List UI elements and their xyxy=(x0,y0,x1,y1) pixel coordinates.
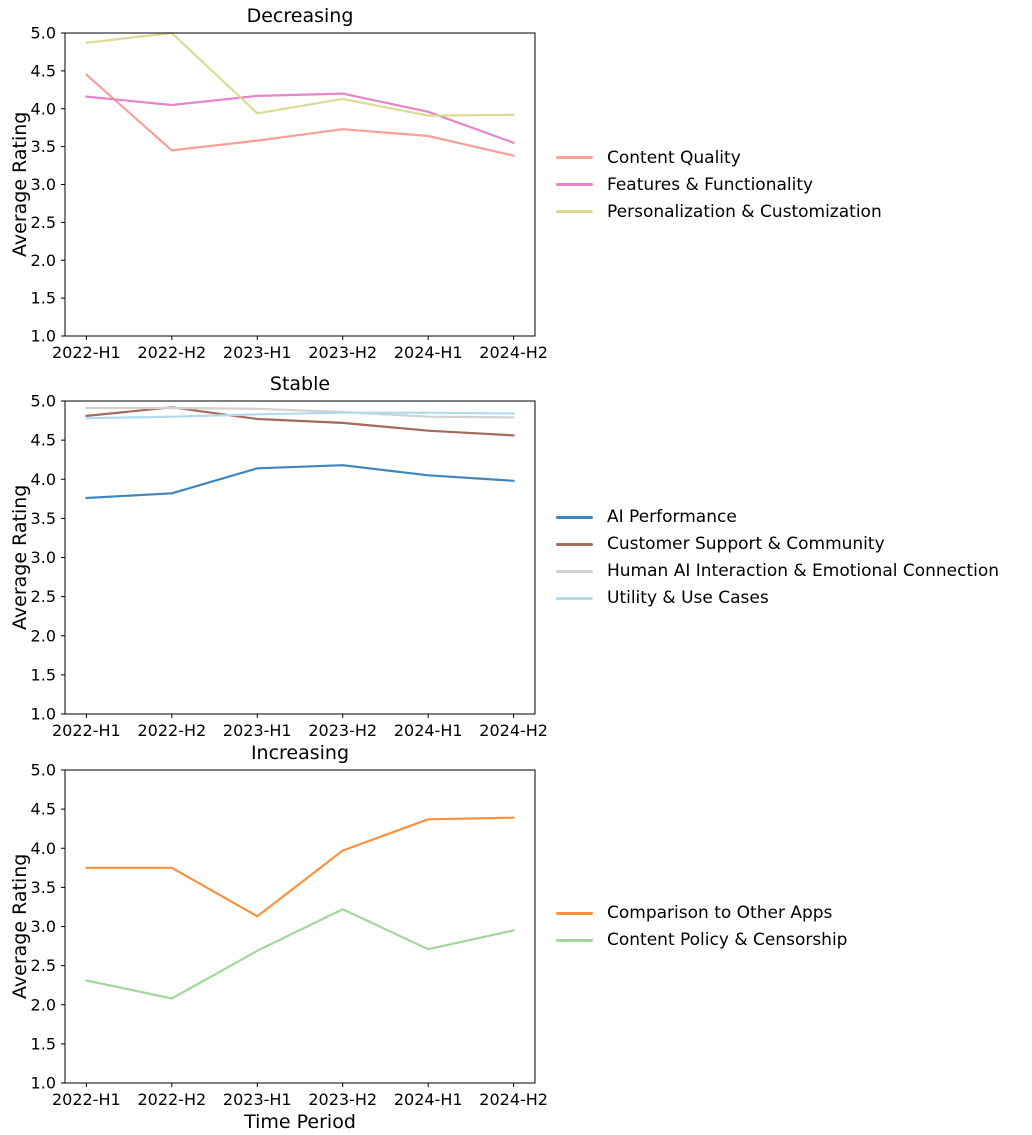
y-axis-tick-label: 4.0 xyxy=(31,470,56,489)
y-axis-tick-label: 3.0 xyxy=(31,917,56,936)
legend-item-content-policy-censorship: Content Policy & Censorship xyxy=(556,927,847,954)
y-axis-tick-label: 4.0 xyxy=(31,99,56,118)
legend-item-comparison-to-other-apps: Comparison to Other Apps xyxy=(556,900,847,927)
legend-swatch-human-ai-interaction-emotional-connection xyxy=(556,569,593,573)
legend-increasing: Comparison to Other Apps Content Policy &… xyxy=(556,900,847,954)
axes-border xyxy=(64,400,536,715)
y-axis-tick-label: 3.5 xyxy=(31,878,56,897)
y-axis-tick-label: 2.5 xyxy=(31,956,56,975)
y-axis-tick-label: 5.0 xyxy=(31,24,56,43)
y-axis-tick-label: 1.0 xyxy=(31,327,56,346)
legend-label: AI Performance xyxy=(607,507,737,527)
legend-label: Content Quality xyxy=(607,147,741,168)
legend-swatch-utility-use-cases xyxy=(556,596,593,600)
x-axis-tick-label: 2024-H1 xyxy=(394,343,463,362)
series-line-content-quality xyxy=(85,73,515,157)
y-axis-tick-label: 2.5 xyxy=(31,587,56,606)
chart-section-increasing: Increasing Average Rating 5.0 4.5 4.0 3.5 3.… xyxy=(0,737,1032,1135)
y-axis-tick-label: 4.5 xyxy=(31,431,56,450)
legend-label: Features & Functionality xyxy=(607,174,814,195)
chart-section-stable: Stable Average Rating 5.0 4.5 4.0 3.5 3.0 2.5… xyxy=(0,368,1032,740)
x-axis-tick-label: 2023-H2 xyxy=(308,1090,377,1109)
chart-title: Increasing xyxy=(250,742,350,764)
y-axis-tick-label: 3.0 xyxy=(31,175,56,194)
legend-label: Content Policy & Censorship xyxy=(607,930,848,950)
y-axis-tick-label: 2.0 xyxy=(31,251,56,270)
series-line-utility-use-cases xyxy=(85,411,515,420)
x-axis-tick-label: 2024-H1 xyxy=(394,1090,463,1109)
y-axis-tick-label: 3.5 xyxy=(31,137,56,156)
x-axis-tick-label: 2024-H2 xyxy=(479,721,548,740)
legend-stable: AI Performance Customer Support & Communi… xyxy=(556,504,999,612)
axes-border xyxy=(64,769,536,1084)
x-axis-tick-label: 2022-H1 xyxy=(52,343,121,362)
x-axis-tick-label: 2023-H1 xyxy=(223,721,292,740)
legend-swatch-content-policy-censorship xyxy=(556,938,593,942)
chart-title: Stable xyxy=(269,373,331,395)
x-axis-tick-label: 2023-H2 xyxy=(308,343,377,362)
x-axis-tick-label: 2023-H2 xyxy=(308,721,377,740)
legend-item-content-quality: Content Quality xyxy=(556,144,882,171)
y-axis-tick-label: 1.0 xyxy=(31,1074,56,1093)
y-axis-tick-label: 5.0 xyxy=(31,392,56,411)
legend-item-customer-support-community: Customer Support & Community xyxy=(556,531,999,558)
legend-item-features-functionality: Features & Functionality xyxy=(556,171,882,198)
y-axis-tick-label: 4.0 xyxy=(31,839,56,858)
x-axis-tick-label: 2024-H2 xyxy=(479,1090,548,1109)
series-line-customer-support-community xyxy=(85,406,515,437)
legend-label: Utility & Use Cases xyxy=(607,588,769,608)
y-axis-tick-label: 2.5 xyxy=(31,213,56,232)
series-line-comparison-to-other-apps xyxy=(85,816,515,918)
x-axis-label: Time Period xyxy=(244,1111,356,1133)
series-line-features-functionality xyxy=(85,92,515,144)
y-axis-tick-label: 1.0 xyxy=(31,705,56,724)
x-axis-tick-label: 2023-H1 xyxy=(223,1090,292,1109)
legend-item-personalization-customization: Personalization & Customization xyxy=(556,198,882,225)
x-axis-tick-label: 2022-H1 xyxy=(52,721,121,740)
legend-swatch-content-quality xyxy=(556,156,593,159)
legend-label: Personalization & Customization xyxy=(607,201,882,222)
y-axis-tick-label: 4.5 xyxy=(31,800,56,819)
y-axis-tick-label: 1.5 xyxy=(31,1034,56,1053)
series-line-ai-performance xyxy=(85,464,515,500)
x-axis-tick-label: 2022-H2 xyxy=(137,721,206,740)
series-line-content-policy-censorship xyxy=(85,908,515,1000)
legend-item-human-ai-interaction-emotional-connection: Human AI Interaction & Emotional Connect… xyxy=(556,558,999,585)
y-axis-tick-label: 3.5 xyxy=(31,509,56,528)
y-axis-tick-label: 1.5 xyxy=(31,665,56,684)
x-axis-tick-label: 2022-H2 xyxy=(137,1090,206,1109)
legend-label: Human AI Interaction & Emotional Connect… xyxy=(607,561,1000,581)
legend-swatch-features-functionality xyxy=(556,183,593,186)
legend-swatch-comparison-to-other-apps xyxy=(556,911,593,915)
chart-section-decreasing: Decreasing Average Rating 5.0 4.5 4.0 3.5 3.… xyxy=(0,0,1032,368)
axes-border xyxy=(64,32,536,337)
legend-decreasing: Content Quality Features & Functionality P… xyxy=(556,144,882,225)
y-axis-tick-label: 1.5 xyxy=(31,289,56,308)
y-axis-tick-label: 2.0 xyxy=(31,995,56,1014)
legend-item-ai-performance: AI Performance xyxy=(556,504,999,531)
x-axis-tick-label: 2024-H1 xyxy=(394,721,463,740)
y-axis-tick-label: 3.0 xyxy=(31,548,56,567)
series-line-human-ai-interaction-emotional-connection xyxy=(85,406,515,419)
x-axis-tick-label: 2023-H1 xyxy=(223,343,292,362)
legend-swatch-personalization-customization xyxy=(556,210,593,213)
y-axis-tick-label: 4.5 xyxy=(31,61,56,80)
x-axis-tick-label: 2022-H2 xyxy=(137,343,206,362)
y-axis-tick-label: 5.0 xyxy=(31,761,56,780)
y-axis-tick-label: 2.0 xyxy=(31,626,56,645)
x-axis-tick-label: 2024-H2 xyxy=(479,343,548,362)
legend-item-utility-use-cases: Utility & Use Cases xyxy=(556,585,999,612)
x-axis-tick-label: 2022-H1 xyxy=(52,1090,121,1109)
legend-label: Customer Support & Community xyxy=(607,534,885,554)
legend-label: Comparison to Other Apps xyxy=(607,903,833,923)
series-line-personalization-customization xyxy=(85,31,515,117)
legend-swatch-customer-support-community xyxy=(556,542,593,546)
chart-title: Decreasing xyxy=(246,5,354,27)
legend-swatch-ai-performance xyxy=(556,515,593,519)
